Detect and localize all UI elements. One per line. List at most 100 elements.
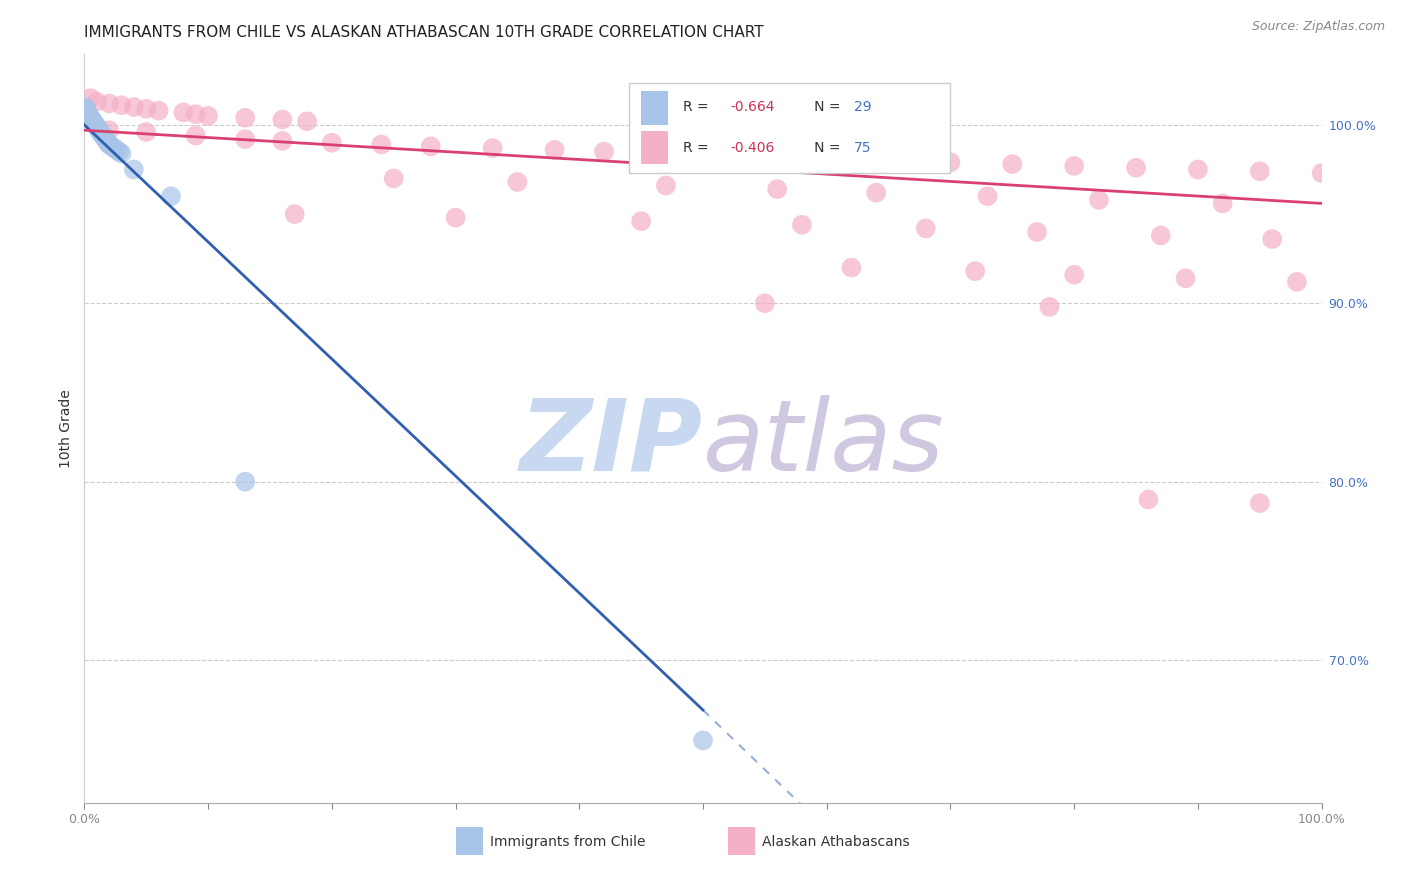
Point	[1187, 162, 1209, 177]
Text: N =: N =	[801, 141, 845, 155]
Point	[94, 132, 117, 146]
Point	[84, 118, 107, 132]
Point	[122, 162, 145, 177]
Point	[976, 189, 998, 203]
Point	[1249, 164, 1271, 178]
Point	[83, 116, 105, 130]
Point	[1137, 492, 1160, 507]
Point	[754, 296, 776, 310]
Point	[1261, 232, 1284, 246]
Point	[172, 105, 194, 120]
Text: Alaskan Athabascans: Alaskan Athabascans	[762, 835, 910, 849]
Point	[82, 114, 104, 128]
Bar	[728, 827, 755, 855]
Point	[184, 128, 207, 143]
Point	[271, 112, 294, 127]
Point	[655, 178, 678, 193]
Text: atlas: atlas	[703, 394, 945, 491]
Bar	[628, 84, 950, 173]
Point	[766, 182, 789, 196]
Point	[1026, 225, 1049, 239]
Point	[122, 100, 145, 114]
Point	[1212, 196, 1234, 211]
Point	[965, 264, 987, 278]
Point	[91, 128, 114, 143]
Point	[160, 189, 183, 203]
Point	[76, 103, 98, 118]
Point	[89, 125, 111, 139]
Point	[1001, 157, 1024, 171]
Point	[79, 109, 101, 123]
Point	[77, 107, 100, 121]
Point	[105, 143, 128, 157]
Point	[110, 146, 132, 161]
Text: R =: R =	[683, 101, 713, 114]
Point	[370, 137, 392, 152]
Point	[914, 221, 936, 235]
Point	[80, 112, 103, 127]
Point	[704, 148, 727, 162]
Point	[135, 102, 157, 116]
Point	[419, 139, 441, 153]
Point	[108, 145, 131, 159]
Point	[184, 107, 207, 121]
Text: Immigrants from Chile: Immigrants from Chile	[491, 835, 645, 849]
Point	[148, 103, 170, 118]
Point	[790, 218, 813, 232]
Point	[1285, 275, 1308, 289]
Text: R =: R =	[683, 141, 713, 155]
Point	[1125, 161, 1147, 175]
Point	[98, 123, 121, 137]
Y-axis label: 10th Grade: 10th Grade	[59, 389, 73, 467]
Point	[135, 125, 157, 139]
Point	[233, 111, 256, 125]
Text: IMMIGRANTS FROM CHILE VS ALASKAN ATHABASCAN 10TH GRADE CORRELATION CHART: IMMIGRANTS FROM CHILE VS ALASKAN ATHABAS…	[84, 25, 763, 40]
Point	[321, 136, 343, 150]
Point	[89, 123, 111, 137]
Point	[96, 134, 118, 148]
Point	[1063, 159, 1085, 173]
Point	[865, 186, 887, 200]
Point	[1038, 300, 1060, 314]
Point	[233, 132, 256, 146]
Text: -0.406: -0.406	[730, 141, 775, 155]
Point	[86, 120, 108, 134]
Point	[1063, 268, 1085, 282]
Text: ZIP: ZIP	[520, 394, 703, 491]
Text: N =: N =	[801, 101, 845, 114]
Point	[197, 109, 219, 123]
Point	[692, 733, 714, 747]
Point	[79, 111, 101, 125]
Text: 75: 75	[853, 141, 872, 155]
Text: -0.664: -0.664	[730, 101, 775, 114]
Point	[543, 143, 565, 157]
Point	[841, 260, 863, 275]
Point	[86, 95, 108, 109]
Point	[98, 137, 121, 152]
Point	[1310, 166, 1333, 180]
Point	[877, 153, 900, 168]
Point	[98, 96, 121, 111]
Point	[284, 207, 307, 221]
Point	[295, 114, 318, 128]
Point	[97, 136, 120, 150]
Point	[444, 211, 467, 225]
Point	[271, 134, 294, 148]
Point	[939, 155, 962, 169]
Point	[655, 146, 678, 161]
Point	[630, 214, 652, 228]
Point	[481, 141, 503, 155]
Point	[754, 150, 776, 164]
Point	[100, 139, 122, 153]
Point	[815, 152, 838, 166]
Point	[103, 141, 125, 155]
Point	[75, 100, 97, 114]
Text: 29: 29	[853, 101, 872, 114]
Point	[233, 475, 256, 489]
Point	[1150, 228, 1173, 243]
Point	[593, 145, 616, 159]
Bar	[641, 131, 668, 164]
Point	[110, 98, 132, 112]
Point	[382, 171, 405, 186]
Point	[79, 91, 101, 105]
